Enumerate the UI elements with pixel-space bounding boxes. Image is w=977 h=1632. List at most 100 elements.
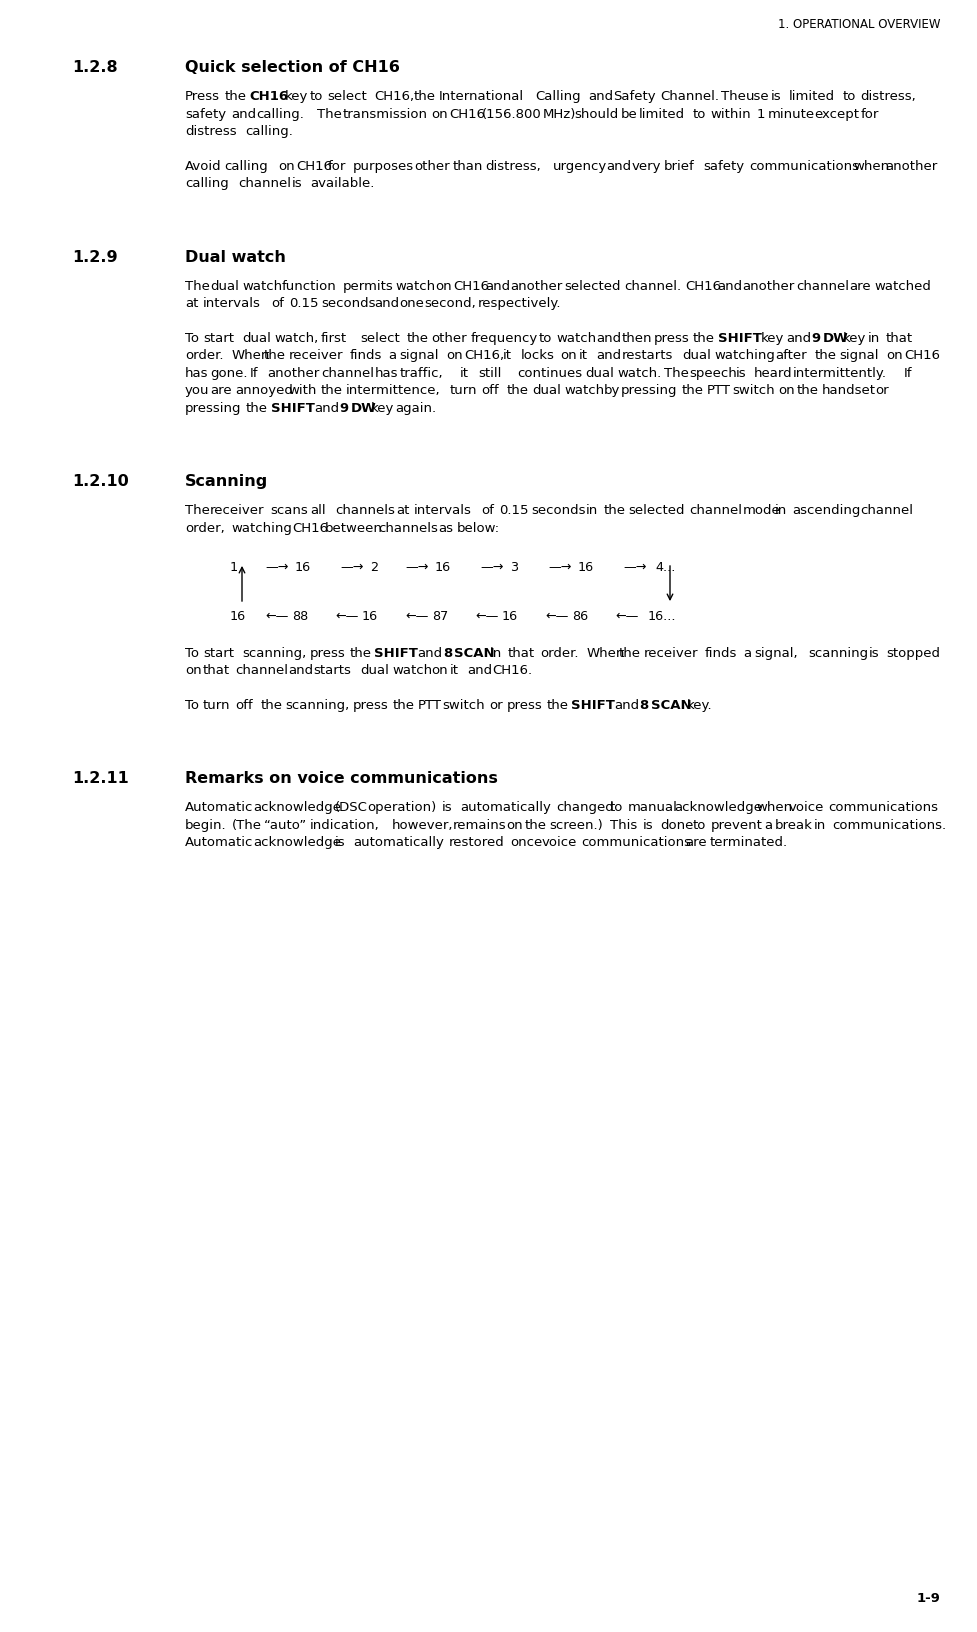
Text: Channel.: Channel. [659, 90, 718, 103]
Text: communications: communications [580, 836, 691, 849]
Text: and: and [232, 108, 256, 121]
Text: safety: safety [702, 160, 743, 173]
Text: ascending: ascending [792, 504, 860, 517]
Text: done: done [659, 818, 693, 831]
Text: select: select [327, 90, 367, 103]
Text: distress: distress [185, 126, 236, 139]
Text: SCAN: SCAN [454, 646, 494, 659]
Text: ←—: ←— [475, 610, 498, 623]
Text: the: the [546, 698, 568, 712]
Text: minute: minute [767, 108, 814, 121]
Text: watch: watch [556, 331, 596, 344]
Text: the: the [349, 646, 371, 659]
Text: 86: 86 [572, 610, 587, 623]
Text: another: another [510, 279, 562, 292]
Text: scans: scans [271, 504, 308, 517]
Text: signal: signal [838, 349, 878, 362]
Text: with: with [288, 384, 317, 397]
Text: to: to [692, 818, 705, 831]
Text: transmission: transmission [342, 108, 427, 121]
Text: of: of [481, 504, 494, 517]
Text: CH16,: CH16, [463, 349, 503, 362]
Text: the: the [681, 384, 703, 397]
Text: (DSC: (DSC [334, 801, 367, 814]
Text: Press: Press [185, 90, 220, 103]
Text: as: as [438, 521, 453, 534]
Text: the: the [603, 504, 624, 517]
Text: intervals: intervals [203, 297, 261, 310]
Text: on: on [435, 279, 451, 292]
Text: channel: channel [860, 504, 913, 517]
Text: 16: 16 [361, 610, 378, 623]
Text: dual: dual [531, 384, 560, 397]
Text: 3: 3 [509, 561, 518, 574]
Text: To: To [185, 698, 198, 712]
Text: CH16: CH16 [685, 279, 721, 292]
Text: another: another [267, 366, 319, 379]
Text: the: the [617, 646, 640, 659]
Text: within: within [709, 108, 750, 121]
Text: after: after [774, 349, 806, 362]
Text: and: and [374, 297, 400, 310]
Text: calling: calling [185, 176, 229, 189]
Text: however,: however, [392, 818, 453, 831]
Text: or: or [874, 384, 888, 397]
Text: changed: changed [556, 801, 614, 814]
Text: When: When [232, 349, 270, 362]
Text: and: and [314, 401, 339, 415]
Text: is: is [292, 176, 303, 189]
Text: 16...: 16... [648, 610, 676, 623]
Text: a: a [743, 646, 751, 659]
Text: DW: DW [351, 401, 376, 415]
Text: SCAN: SCAN [651, 698, 691, 712]
Text: key: key [284, 90, 308, 103]
Text: safety: safety [185, 108, 226, 121]
Text: signal: signal [400, 349, 439, 362]
Text: calling: calling [224, 160, 268, 173]
Text: watch.: watch. [616, 366, 661, 379]
Text: another: another [742, 279, 794, 292]
Text: screen.): screen.) [549, 818, 603, 831]
Text: channels: channels [335, 504, 395, 517]
Text: channel.: channel. [624, 279, 681, 292]
Text: selected: selected [627, 504, 684, 517]
Text: mode: mode [742, 504, 780, 517]
Text: Automatic: Automatic [185, 836, 253, 849]
Text: CH16.: CH16. [492, 664, 532, 677]
Text: intermittently.: intermittently. [792, 366, 886, 379]
Text: If: If [249, 366, 258, 379]
Text: PTT: PTT [706, 384, 730, 397]
Text: by: by [603, 384, 619, 397]
Text: than: than [452, 160, 483, 173]
Text: Scanning: Scanning [185, 473, 268, 488]
Text: on: on [560, 349, 576, 362]
Text: frequency: frequency [471, 331, 537, 344]
Text: are: are [684, 836, 705, 849]
Text: of: of [271, 297, 283, 310]
Text: key: key [841, 331, 865, 344]
Text: finds: finds [703, 646, 736, 659]
Text: start: start [203, 646, 234, 659]
Text: distress,: distress, [860, 90, 915, 103]
Text: selected: selected [564, 279, 619, 292]
Text: To: To [185, 331, 198, 344]
Text: function: function [281, 279, 336, 292]
Text: press: press [353, 698, 389, 712]
Text: be: be [620, 108, 637, 121]
Text: 1.2.9: 1.2.9 [72, 250, 117, 264]
Text: The: The [720, 90, 744, 103]
Text: Quick selection of CH16: Quick selection of CH16 [185, 60, 400, 75]
Text: —→: —→ [404, 561, 428, 574]
Text: select: select [360, 331, 400, 344]
Text: in: in [489, 646, 501, 659]
Text: on: on [506, 818, 523, 831]
Text: 9: 9 [810, 331, 820, 344]
Text: key: key [370, 401, 393, 415]
Text: break: break [774, 818, 812, 831]
Text: Remarks on voice communications: Remarks on voice communications [185, 770, 497, 785]
Text: stopped: stopped [886, 646, 940, 659]
Text: prevent: prevent [709, 818, 761, 831]
Text: it: it [449, 664, 458, 677]
Text: locks: locks [521, 349, 555, 362]
Text: scanning,: scanning, [242, 646, 306, 659]
